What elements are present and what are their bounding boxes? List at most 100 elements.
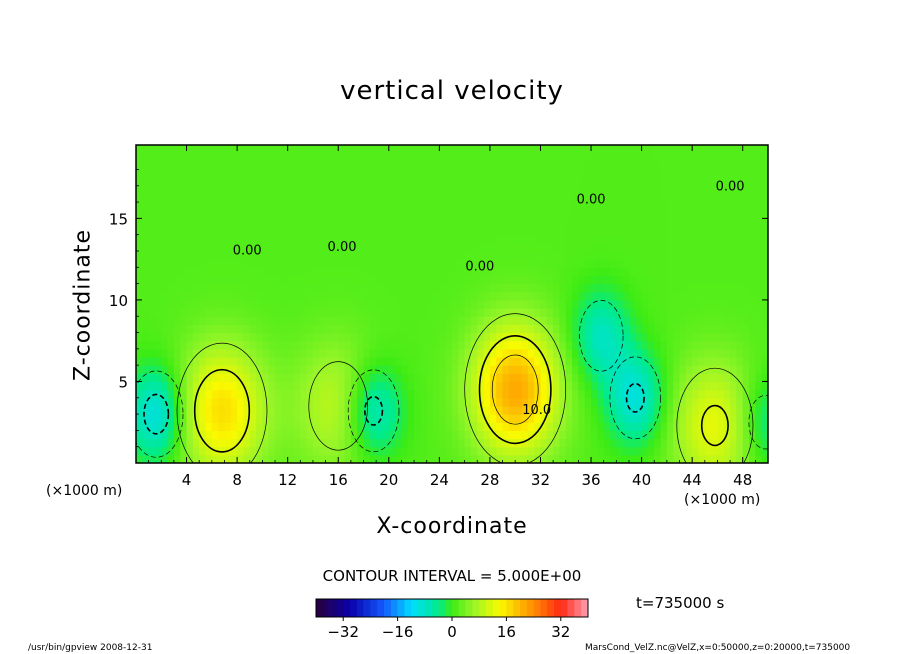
field-cell [338, 422, 346, 431]
field-cell [540, 234, 548, 244]
field-cell [540, 267, 548, 277]
field-cell [224, 291, 232, 301]
field-cell [553, 185, 561, 195]
field-cell [755, 283, 763, 293]
field-cell [742, 308, 750, 317]
field-cell [249, 454, 257, 463]
field-cell [534, 357, 542, 366]
colorbar-segment [356, 599, 364, 617]
field-cell [401, 422, 409, 431]
field-cell [470, 210, 478, 219]
field-cell [243, 397, 251, 407]
field-cell [363, 291, 371, 301]
field-cell [275, 153, 282, 162]
field-cell [300, 357, 308, 366]
field-cell [489, 242, 497, 252]
field-cell [256, 193, 263, 203]
field-cell [142, 430, 150, 440]
field-cell [249, 291, 257, 301]
field-cell [237, 259, 245, 268]
field-cell [300, 324, 308, 334]
field-cell [262, 357, 270, 366]
field-cell [363, 210, 371, 219]
field-cell [534, 275, 542, 285]
field-cell [148, 324, 156, 334]
field-cell [489, 414, 497, 423]
field-cell [148, 430, 156, 440]
field-cell [445, 169, 453, 179]
field-cell [591, 193, 598, 203]
field-cell [230, 218, 238, 228]
contour-label: 0.00 [233, 243, 262, 258]
field-cell [628, 251, 636, 260]
field-cell [452, 438, 459, 448]
field-cell [319, 267, 327, 277]
field-cell [515, 242, 523, 252]
field-cell [376, 446, 384, 456]
field-cell [205, 242, 213, 252]
field-cell [698, 202, 706, 211]
field-cell [464, 275, 472, 285]
field-cell [249, 438, 257, 448]
field-cell [654, 446, 662, 456]
field-cell [262, 348, 270, 358]
field-cell [173, 348, 181, 358]
field-cell [685, 389, 693, 399]
field-cell [401, 373, 409, 383]
field-cell [546, 324, 554, 334]
field-cell [717, 414, 725, 423]
field-cell [426, 299, 434, 309]
field-cell [325, 357, 333, 366]
field-cell [262, 373, 270, 383]
field-cell [603, 340, 611, 350]
field-cell [401, 405, 409, 415]
field-cell [641, 275, 649, 285]
field-cell [325, 340, 333, 350]
field-cell [224, 275, 232, 285]
field-cell [654, 348, 662, 358]
field-cell [761, 177, 768, 187]
field-cell [205, 291, 213, 301]
field-cell [692, 316, 700, 325]
field-cell [275, 438, 282, 448]
contour-line [143, 393, 170, 435]
field-cell [344, 185, 352, 195]
field-cell [218, 454, 226, 463]
field-cell [382, 251, 390, 260]
field-cell [287, 357, 295, 366]
field-cell [559, 251, 567, 260]
field-cell [414, 226, 421, 236]
field-cell [584, 405, 592, 415]
field-cell [527, 161, 535, 171]
field-cell [376, 275, 384, 285]
field-cell [230, 340, 238, 350]
field-cell [167, 316, 175, 325]
field-cell [610, 251, 617, 260]
field-cell [641, 438, 649, 448]
field-cell [369, 348, 377, 358]
field-cell [578, 438, 586, 448]
field-cell [641, 267, 649, 277]
field-cell [312, 430, 320, 440]
field-cell [148, 373, 156, 383]
field-cell [711, 283, 719, 293]
field-cell [458, 177, 466, 187]
field-cell [199, 185, 207, 195]
field-cell [230, 405, 238, 415]
field-cell [218, 169, 226, 179]
field-cell [262, 340, 270, 350]
field-cell [433, 389, 440, 399]
field-cell [218, 340, 226, 350]
field-cell [508, 299, 516, 309]
field-cell [717, 324, 725, 334]
field-cell [224, 365, 232, 374]
field-cell [256, 291, 263, 301]
field-cell [312, 422, 320, 431]
field-cell [572, 259, 579, 268]
field-cell [439, 267, 447, 277]
field-cell [610, 234, 617, 244]
field-cell [502, 242, 510, 252]
field-cell [256, 210, 263, 219]
field-cell [698, 381, 706, 391]
field-cell [515, 348, 523, 358]
